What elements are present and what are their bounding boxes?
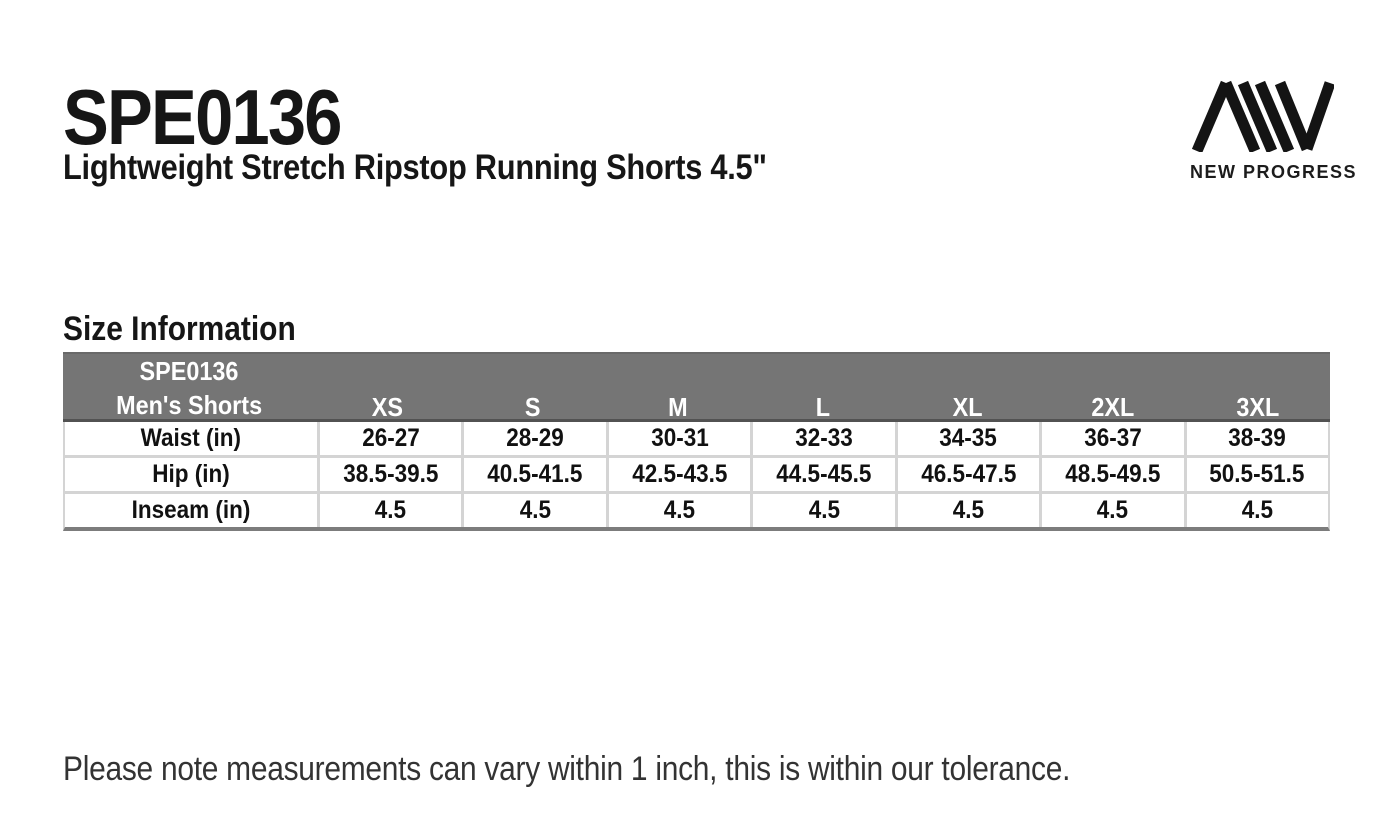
size-table: SPE0136 Men's Shorts XS S M L XL 2XL 3XL…	[63, 352, 1330, 531]
size-column-header-s: S	[460, 354, 605, 429]
size-column-header-l-text: L	[815, 392, 830, 422]
waist-value-l: 32-33	[753, 422, 895, 455]
inseam-value-3xl: 4.5	[1186, 494, 1328, 527]
row-label-inseam: Inseam (in)	[65, 494, 317, 527]
row-label-hip-text: Hip (in)	[152, 460, 230, 488]
brand-logo: NEW PROGRESS	[1190, 80, 1358, 183]
size-information-heading: Size Information	[63, 312, 327, 346]
inseam-value-m-text: 4.5	[663, 496, 696, 524]
waist-value-m: 30-31	[608, 422, 751, 455]
waist-value-s-text: 28-29	[506, 424, 564, 452]
tolerance-note: Please note measurements can vary within…	[63, 750, 1208, 788]
hip-value-xs: 38.5-39.5	[320, 458, 462, 491]
size-table-product-line: Men's Shorts	[116, 390, 262, 420]
product-name-subtitle: Lightweight Stretch Ripstop Running Shor…	[63, 148, 863, 187]
waist-value-3xl: 38-39	[1186, 422, 1328, 455]
hip-value-s: 40.5-41.5	[464, 458, 606, 491]
size-column-header-2xl: 2XL	[1040, 354, 1185, 429]
row-label-inseam-text: Inseam (in)	[131, 496, 251, 524]
product-code-title-text: SPE0136	[63, 73, 342, 161]
hip-value-m-text: 42.5-43.5	[632, 460, 728, 488]
size-column-header-l: L	[750, 354, 895, 429]
inseam-value-s-text: 4.5	[519, 496, 551, 524]
size-column-header-xl-text: XL	[952, 392, 983, 422]
size-column-header-m-text: M	[667, 392, 688, 422]
inseam-value-3xl-text: 4.5	[1241, 496, 1273, 524]
size-column-header-xs: XS	[315, 354, 460, 429]
brand-name-label: NEW PROGRESS	[1190, 162, 1358, 182]
product-name-subtitle-text: Lightweight Stretch Ripstop Running Shor…	[63, 148, 767, 187]
hip-value-3xl: 50.5-51.5	[1186, 458, 1328, 491]
product-code-title: SPE0136	[63, 78, 379, 156]
hip-value-s-text: 40.5-41.5	[487, 460, 583, 488]
hip-value-m: 42.5-43.5	[608, 458, 751, 491]
row-label-waist-text: Waist (in)	[140, 424, 242, 452]
waist-value-xs-text: 26-27	[361, 424, 420, 452]
waist-value-xl-text: 34-35	[939, 424, 998, 452]
size-column-header-m: M	[605, 354, 750, 429]
waist-value-2xl-text: 36-37	[1084, 424, 1142, 452]
hip-value-l-text: 44.5-45.5	[776, 460, 872, 488]
inseam-value-l: 4.5	[753, 494, 895, 527]
row-label-hip: Hip (in)	[65, 458, 317, 491]
size-column-header-2xl-text: 2XL	[1091, 392, 1134, 422]
waist-value-3xl-text: 38-39	[1228, 424, 1287, 452]
inseam-value-2xl-text: 4.5	[1097, 496, 1129, 524]
size-table-header-row: SPE0136 Men's Shorts XS S M L XL 2XL 3XL	[63, 352, 1330, 422]
size-table-body: Waist (in) 26-27 28-29 30-31 32-33 34-35…	[63, 422, 1330, 531]
hip-value-xl: 46.5-47.5	[897, 458, 1040, 491]
hip-value-2xl: 48.5-49.5	[1042, 458, 1184, 491]
inseam-value-m: 4.5	[608, 494, 751, 527]
size-column-header-xl: XL	[895, 354, 1040, 429]
inseam-value-xl: 4.5	[897, 494, 1040, 527]
waist-value-xs: 26-27	[320, 422, 462, 455]
inseam-value-l-text: 4.5	[808, 496, 840, 524]
tolerance-note-text: Please note measurements can vary within…	[63, 750, 1071, 788]
inseam-value-xs-text: 4.5	[375, 496, 407, 524]
hip-value-xl-text: 46.5-47.5	[920, 460, 1016, 488]
waist-value-s: 28-29	[464, 422, 606, 455]
size-column-header-3xl-text: 3XL	[1236, 392, 1279, 422]
size-column-header-3xl: 3XL	[1185, 354, 1330, 429]
hip-value-xs-text: 38.5-39.5	[343, 460, 439, 488]
size-column-header-s-text: S	[524, 392, 541, 422]
inseam-value-xs: 4.5	[320, 494, 462, 527]
size-table-product-code: SPE0136	[139, 356, 239, 386]
inseam-value-s: 4.5	[464, 494, 606, 527]
hip-value-3xl-text: 50.5-51.5	[1209, 460, 1305, 488]
size-table-product-header: SPE0136 Men's Shorts	[63, 354, 315, 429]
hip-value-l: 44.5-45.5	[753, 458, 895, 491]
inseam-value-2xl: 4.5	[1042, 494, 1184, 527]
waist-value-m-text: 30-31	[650, 424, 709, 452]
waist-value-2xl: 36-37	[1042, 422, 1184, 455]
inseam-value-xl-text: 4.5	[952, 496, 985, 524]
size-information-heading-text: Size Information	[63, 310, 296, 348]
size-column-header-xs-text: XS	[371, 392, 404, 422]
row-label-waist: Waist (in)	[65, 422, 317, 455]
waist-value-l-text: 32-33	[795, 424, 853, 452]
hip-value-2xl-text: 48.5-49.5	[1065, 460, 1161, 488]
waist-value-xl: 34-35	[897, 422, 1040, 455]
diagonal-stripes-logo-icon	[1191, 80, 1334, 152]
